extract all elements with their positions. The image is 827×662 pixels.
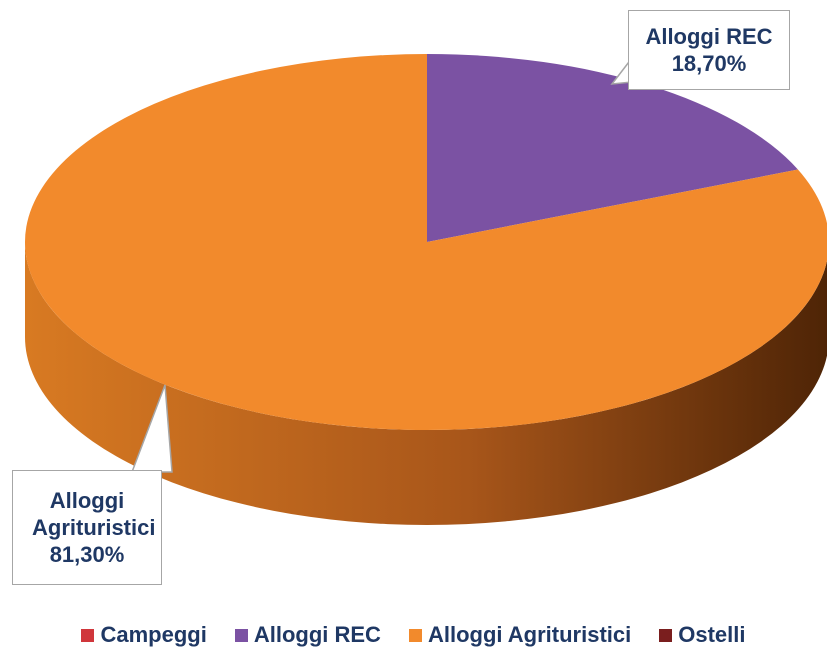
pie: [25, 54, 827, 525]
slice: [25, 54, 827, 430]
slice: [427, 54, 798, 242]
legend-label: Campeggi: [100, 622, 207, 647]
legend: Campeggi Alloggi REC Alloggi Agrituristici…: [0, 622, 827, 648]
legend-swatch: [81, 628, 95, 642]
legend-item: Alloggi Agrituristici: [408, 622, 632, 648]
legend-item: Ostelli: [659, 622, 746, 648]
label-value: 18,70%: [671, 51, 747, 76]
data-label: Alloggi REC 18,70%: [628, 10, 790, 90]
legend-label: Alloggi REC: [253, 622, 381, 647]
legend-swatch: [408, 628, 422, 642]
data-label: Alloggi Agrituristici 81,30%: [12, 470, 162, 585]
slice-side: [25, 242, 827, 525]
label-value: 81,30%: [49, 542, 125, 567]
label-name: Alloggi REC: [645, 24, 773, 49]
legend-swatch: [234, 628, 248, 642]
label-name: Alloggi Agrituristici: [32, 488, 156, 540]
legend-swatch: [659, 628, 673, 642]
legend-label: Alloggi Agrituristici: [427, 622, 632, 647]
legend-item: Campeggi: [81, 622, 207, 648]
legend-item: Alloggi REC: [234, 622, 381, 648]
legend-label: Ostelli: [678, 622, 746, 647]
